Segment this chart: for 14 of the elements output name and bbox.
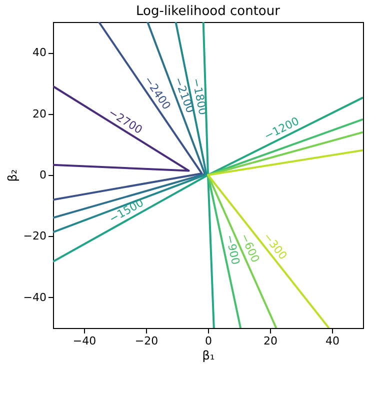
x-tick-label: 40: [326, 334, 340, 348]
y-tick-label: 40: [32, 46, 46, 60]
text: −900: [223, 234, 242, 266]
x-axis-title: β₁: [202, 348, 215, 362]
y-axis-title: β₂: [5, 169, 20, 182]
x-tick-label: 0: [205, 334, 212, 348]
y-tick-label: 20: [32, 107, 46, 120]
x-tick-label: −20: [134, 334, 158, 348]
y-tick-label: −40: [23, 290, 46, 304]
x-tick-label: −40: [72, 334, 96, 348]
y-tick-label: −20: [23, 230, 46, 243]
chart-title: Log-likelihood contour: [136, 4, 281, 19]
y-tick-label: 0: [40, 168, 46, 182]
x-tick-label: 20: [264, 334, 278, 348]
